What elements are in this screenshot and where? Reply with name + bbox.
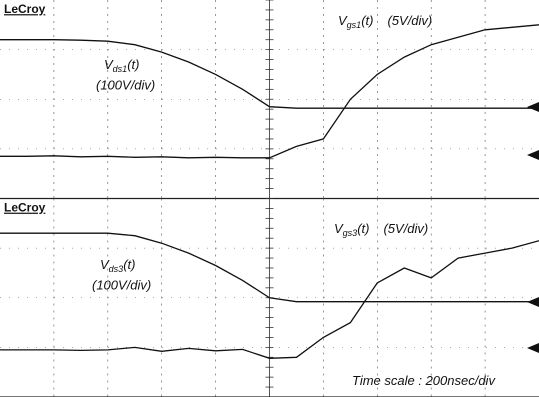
annotation: Vds3(t) [100,257,135,274]
annotation: Vgs1(t)(5V/div) [338,13,432,30]
annotation-scale: (100V/div) [92,277,151,292]
scope-screen: LeCroyVgs1(t)(5V/div)Vds1(t)(100V/div)Le… [0,0,539,397]
annotation: Vgs3(t)(5V/div) [334,221,428,238]
annotation-part: gs1 [347,20,362,30]
annotation-part: gs3 [343,228,358,238]
reference-marker [527,150,539,160]
reference-marker [527,102,539,112]
panel-title: LeCroy [4,201,46,215]
scope-panel: LeCroyVgs3(t)(5V/div)Vds3(t)(100V/div)Ti… [0,199,539,397]
annotation-part: (t) [123,257,135,272]
annotation-part: (t) [357,221,369,236]
annotation-part: (t) [127,57,139,72]
annotation-part: ds3 [109,264,124,274]
reference-marker [527,343,539,353]
annotation-scale: (5V/div) [383,221,428,236]
annotation-part: (t) [361,13,373,28]
annotation-scale: (5V/div) [387,13,432,28]
time-scale-note: Time scale : 200nsec/div [352,373,496,388]
annotation: Vds1(t) [104,57,139,74]
annotation-scale: (100V/div) [96,77,155,92]
panel-title: LeCroy [4,2,46,16]
annotation-part: ds1 [113,64,128,74]
page: {"chart_data": [ {"type": "line", "title… [0,0,539,397]
